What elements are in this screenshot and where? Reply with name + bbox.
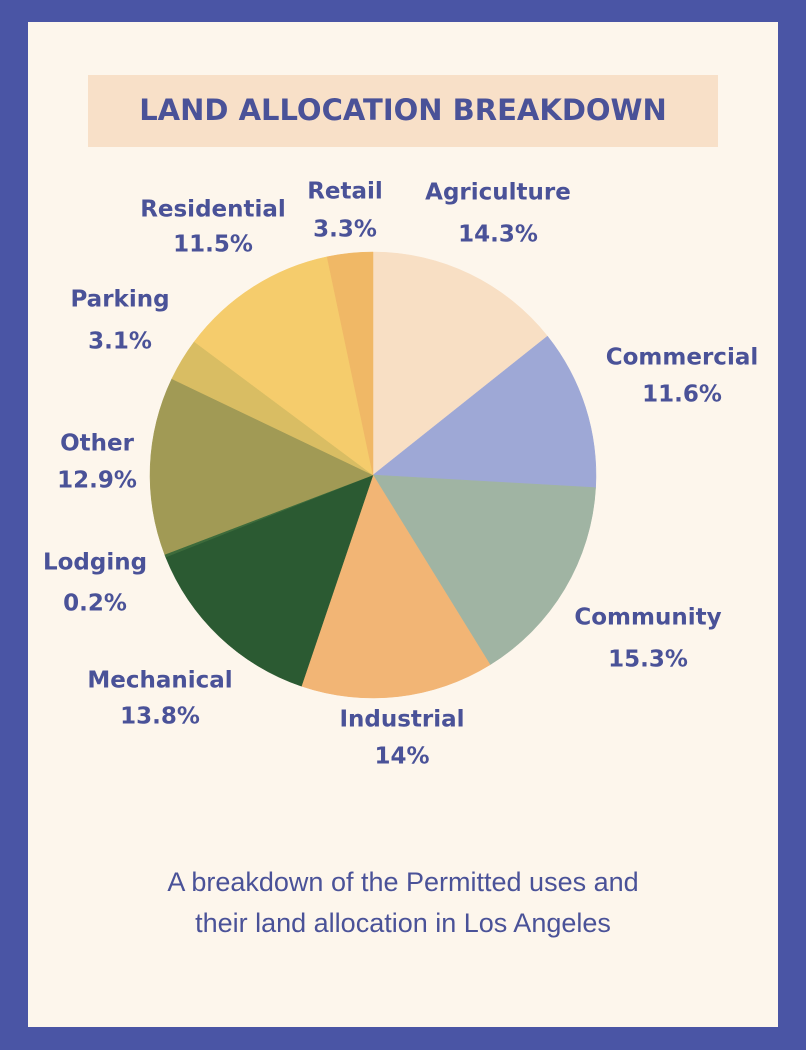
value-label: 14.3% [458, 222, 538, 248]
subtitle: A breakdown of the Permitted uses and [167, 867, 638, 897]
pie-slice [165, 474, 374, 687]
subtitle: their land allocation in Los Angeles [195, 908, 611, 938]
value-label: 13.8% [120, 704, 200, 730]
slice-label: Retail [307, 179, 383, 205]
pie-slice [372, 335, 597, 488]
pie-slice [301, 474, 491, 699]
title-box [88, 75, 718, 147]
slice-label: Parking [70, 287, 169, 313]
value-label: 11.6% [642, 382, 722, 408]
slice-label: Commercial [606, 345, 758, 371]
value-label: 14% [374, 744, 429, 770]
value-label: 3.3% [313, 217, 377, 243]
slice-label: Residential [140, 197, 286, 223]
pie-slice [149, 378, 374, 555]
value-label: 11.5% [173, 232, 253, 258]
slice-label: Industrial [339, 707, 464, 733]
chart-title: LAND ALLOCATION BREAKDOWN [139, 93, 667, 127]
slice-label: Lodging [43, 550, 147, 576]
value-label: 12.9% [57, 468, 137, 494]
value-label: 15.3% [608, 647, 688, 673]
pie-slice [326, 251, 374, 476]
slice-label: Agriculture [425, 180, 571, 206]
value-label: 0.2% [63, 591, 127, 617]
pie-slice [372, 474, 596, 666]
pie-slice [372, 251, 548, 476]
pie [149, 251, 597, 699]
slice-label: Other [60, 431, 135, 457]
slice-label: Mechanical [87, 668, 232, 694]
pie-slice [193, 256, 374, 476]
value-label: 3.1% [88, 329, 152, 355]
slice-label: Community [574, 605, 721, 631]
